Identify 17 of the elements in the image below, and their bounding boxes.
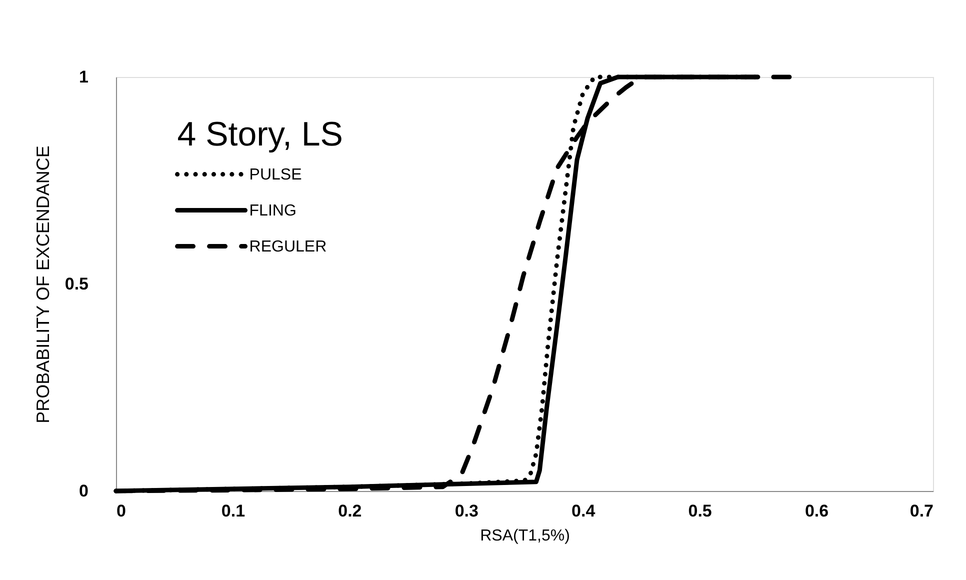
y-axis-title: PROBABILITY OF EXCENDANCE [32,146,53,424]
x-axis-title: RSA(T1,5%) [480,528,570,544]
x-tick-label: 0.1 [221,502,246,520]
legend-label: REGULER [249,238,327,256]
x-tick-label: 0.3 [454,502,478,520]
x-tick-label: 0.7 [910,502,934,520]
annotation: 4 Story, LS [177,115,343,154]
y-tick-label: 0.5 [64,274,88,294]
x-tick-label: 0.6 [804,502,829,520]
x-tick-label: 0.2 [338,502,362,520]
y-tick-label: 1 [79,68,88,86]
x-tick-label: 0.4 [572,502,596,520]
x-tick-label: 0.5 [688,502,712,520]
y-tick-label: 0 [79,482,88,500]
x-tick-label: 0 [116,502,126,520]
legend-label: FLING [249,202,296,220]
legend-label: PULSE [249,166,302,184]
